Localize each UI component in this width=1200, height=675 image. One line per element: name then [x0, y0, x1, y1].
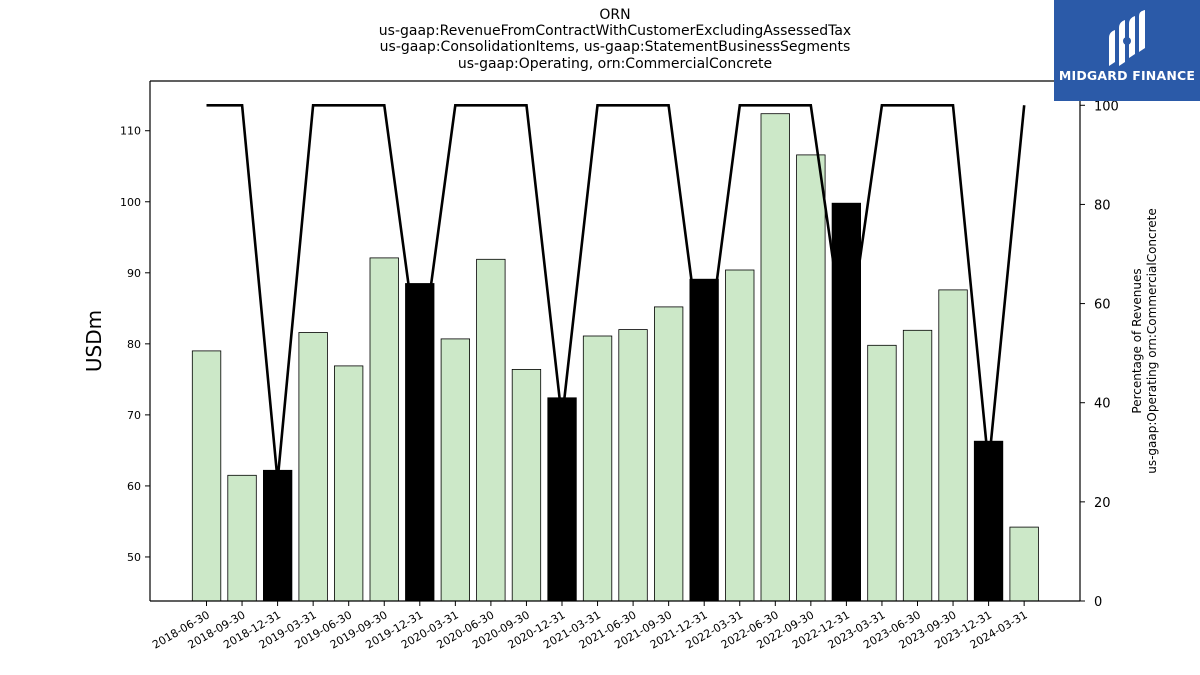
y2-tick-label: 60 — [1094, 298, 1111, 313]
y2-tick-label: 0 — [1094, 595, 1102, 610]
y-axis-label: USDm — [82, 310, 106, 372]
bar — [618, 329, 648, 602]
y-tick-label: 60 — [127, 480, 141, 493]
bar — [227, 474, 257, 602]
y2-tick-label: 40 — [1094, 397, 1111, 412]
bar — [476, 258, 506, 602]
bar — [333, 365, 364, 602]
y-tick-label: 80 — [127, 338, 141, 351]
axes — [145, 80, 1085, 606]
bar — [582, 335, 613, 602]
bar — [262, 469, 293, 602]
chart-title-line-1: ORN — [599, 7, 631, 23]
bar — [831, 202, 861, 602]
y2-tick-label: 80 — [1094, 198, 1111, 213]
y2-tick-label: 100 — [1094, 99, 1119, 114]
percentage-line — [206, 104, 1026, 481]
y2-tick-label: 20 — [1094, 496, 1111, 511]
bar — [796, 154, 826, 602]
y2-axis-label-line-1: Percentage of Revenues — [1130, 268, 1144, 413]
bar — [511, 368, 542, 602]
logo-text: MIDGARD FINANCE — [1058, 68, 1196, 83]
y-tick-label: 70 — [127, 409, 141, 422]
bar — [973, 440, 1004, 602]
midgard-finance-logo: MIDGARD FINANCE — [1054, 0, 1200, 101]
bar — [298, 332, 328, 602]
bar — [369, 257, 399, 602]
bar — [725, 269, 755, 602]
bar-group — [191, 113, 1039, 602]
y-tick-label: 100 — [120, 196, 141, 209]
bar — [689, 278, 719, 602]
y-tick-label: 90 — [127, 267, 141, 280]
chart-title-line-3: us-gaap:ConsolidationItems, us-gaap:Stat… — [379, 39, 851, 55]
bar — [1009, 526, 1039, 602]
bar — [867, 344, 897, 602]
y-tick-label: 50 — [127, 551, 141, 564]
y-tick-label: 110 — [120, 125, 141, 138]
bar — [191, 350, 222, 602]
chart-title-line-2: us-gaap:RevenueFromContractWithCustomerE… — [378, 23, 852, 39]
midgard-logo-icon — [1109, 10, 1145, 66]
bar — [547, 397, 577, 602]
bar — [405, 283, 435, 602]
chart-title-line-4: us-gaap:Operating, orn:CommercialConcret… — [457, 56, 773, 72]
y2-axis-label-line-2: us-gaap:Operating orn:CommercialConcrete — [1145, 208, 1159, 474]
percentage-line-layer — [206, 104, 1026, 481]
bar — [902, 329, 933, 602]
bar — [654, 306, 684, 602]
bar — [938, 289, 968, 602]
bar — [440, 338, 471, 602]
bar — [760, 113, 790, 602]
